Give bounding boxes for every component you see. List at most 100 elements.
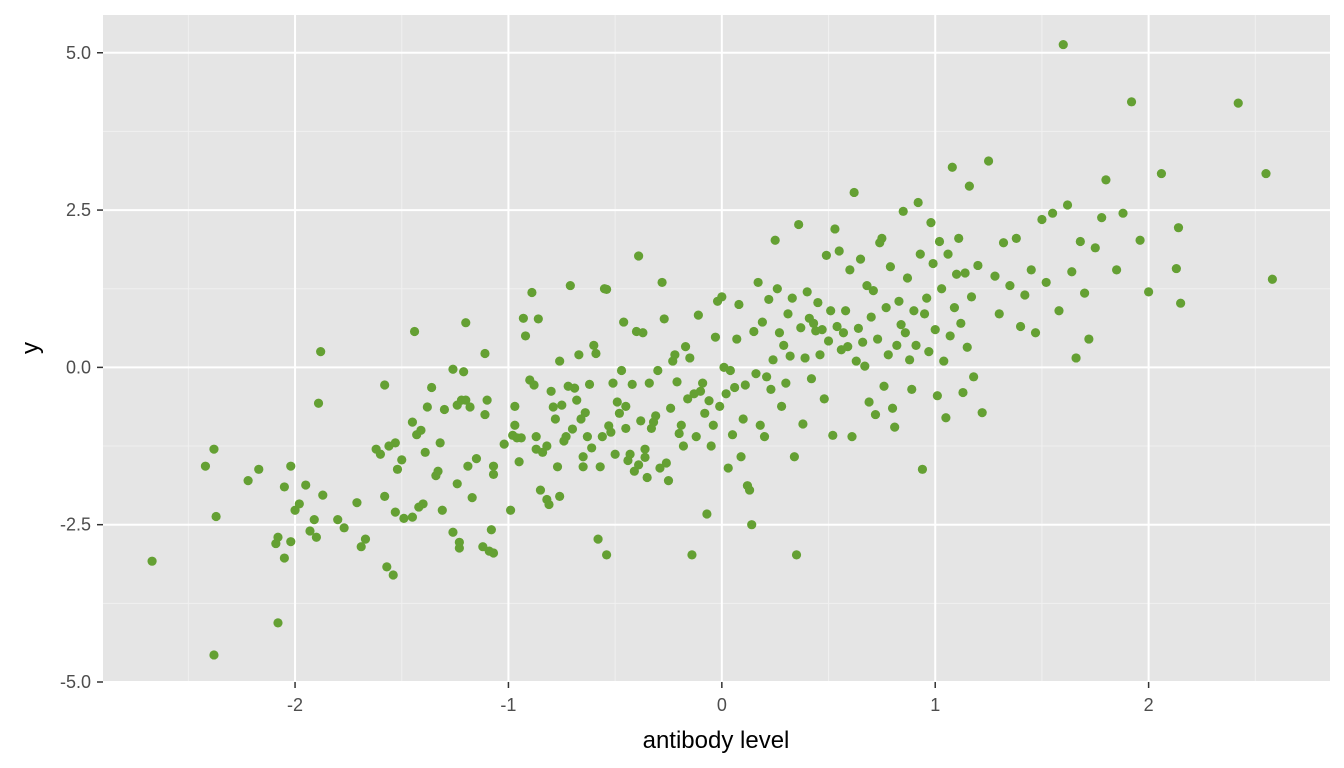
data-point [930,325,940,335]
data-point [1080,288,1090,298]
data-point [463,461,473,471]
data-point [640,452,650,462]
data-point [655,463,665,473]
data-point [730,382,740,393]
data-point [480,409,490,420]
data-point [529,380,539,390]
y-axis-title: y [17,342,44,354]
data-point [1126,97,1137,107]
data-point [243,476,253,486]
data-point [1144,287,1154,297]
data-point [862,280,872,291]
data-point [1118,208,1128,218]
data-point [922,293,932,303]
data-point [640,444,650,454]
data-point [1037,214,1047,225]
data-point [855,254,866,264]
data-point [883,350,893,360]
data-point [209,650,219,660]
data-point [499,439,509,449]
data-point [966,292,977,302]
data-point [949,302,960,313]
data-point [286,537,296,547]
data-point [1047,208,1058,218]
data-point [1176,298,1186,308]
data-point [548,402,558,412]
data-point [776,401,787,411]
data-point [461,395,471,405]
data-point [800,353,810,363]
data-point [870,409,881,420]
data-point [755,420,765,430]
data-point [661,458,671,468]
data-point [339,523,349,533]
data-point [510,401,520,411]
data-point [907,384,917,395]
data-point [866,312,876,322]
data-point [845,265,855,275]
data-point [518,313,528,323]
data-point [318,490,328,500]
x-tick-label: 1 [930,695,940,715]
data-point [418,499,428,509]
data-point [531,431,541,442]
data-point [397,455,407,465]
data-point [305,526,315,536]
data-point [990,271,1000,281]
major-gridlines [103,15,1330,683]
data-point [309,515,319,525]
data-point [956,318,966,328]
data-point [1054,306,1064,316]
data-point [779,340,789,350]
data-point [1005,280,1015,291]
data-point [488,548,499,558]
data-point [864,397,874,407]
data-point [738,414,748,424]
data-point [892,340,902,350]
data-point [926,218,936,228]
x-tick-label: -1 [500,695,516,715]
data-point [427,382,437,393]
panel-background [103,15,1330,682]
data-point [932,391,942,401]
data-point [465,402,475,412]
data-point [770,235,780,245]
data-point [691,431,701,442]
data-point [934,236,945,247]
data-point [488,469,499,479]
data-point [941,413,951,423]
data-point [409,326,420,337]
minor-gridlines [103,15,1330,682]
data-point [561,431,571,442]
data-point [915,249,925,259]
data-point [973,260,983,271]
data-point [960,268,970,278]
data-point [753,277,763,288]
data-point [702,509,712,519]
data-point [958,387,968,398]
data-point [578,452,588,462]
data-point [766,384,776,395]
data-point [606,427,616,437]
data-point [937,284,947,294]
data-point [390,507,400,517]
data-point [627,379,637,389]
data-point [898,206,908,216]
data-point [744,485,755,495]
data-point [817,325,827,335]
data-point [380,380,390,390]
data-point [505,505,516,515]
data-point [360,534,371,544]
data-point [919,309,930,319]
data-point [789,452,799,462]
data-point [550,414,560,424]
data-point [896,319,906,330]
data-point [998,238,1009,248]
data-point [636,416,646,426]
data-point [467,493,477,503]
data-point [608,378,618,388]
data-point [621,423,631,434]
data-point [1173,223,1184,233]
data-point [860,361,870,371]
